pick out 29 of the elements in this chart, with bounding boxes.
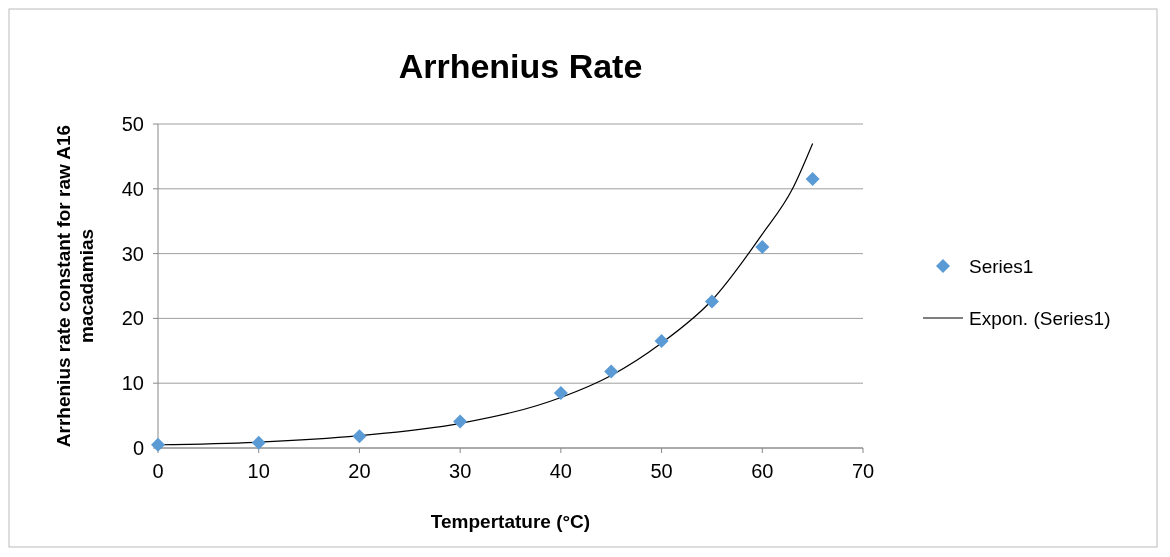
point [352, 429, 367, 444]
point [704, 294, 719, 309]
legend-label: Series1 [969, 256, 1034, 277]
point [453, 414, 468, 429]
x-tick-label: 0 [152, 460, 164, 482]
x-axis-title: Tempertature (°C) [430, 511, 591, 532]
point [151, 437, 165, 452]
y-tick-label: 0 [132, 437, 144, 459]
legend-label: Expon. (Series1) [969, 308, 1111, 329]
point [604, 364, 619, 379]
point [805, 172, 820, 187]
point [755, 240, 770, 255]
point [654, 334, 669, 349]
x-tick-label: 30 [449, 460, 472, 482]
chart-title: Arrhenius Rate [398, 47, 643, 85]
x-tick-label: 40 [549, 460, 572, 482]
x-tick-label: 10 [247, 460, 270, 482]
y-tick-label: 10 [121, 372, 144, 395]
y-tick-label: 40 [121, 177, 144, 200]
y-tick-label: 50 [121, 113, 144, 135]
y-axis-title: Arrhenius rate constant for raw A16 macadamias [53, 124, 97, 448]
point [251, 435, 266, 450]
x-tick-label: 20 [348, 460, 371, 482]
y-tick-label: 20 [121, 307, 144, 330]
x-tick-label: 70 [851, 460, 875, 482]
point [553, 385, 568, 400]
y-tick-label: 30 [121, 242, 144, 265]
x-tick-label: 50 [650, 460, 673, 482]
x-tick-label: 60 [751, 460, 774, 482]
